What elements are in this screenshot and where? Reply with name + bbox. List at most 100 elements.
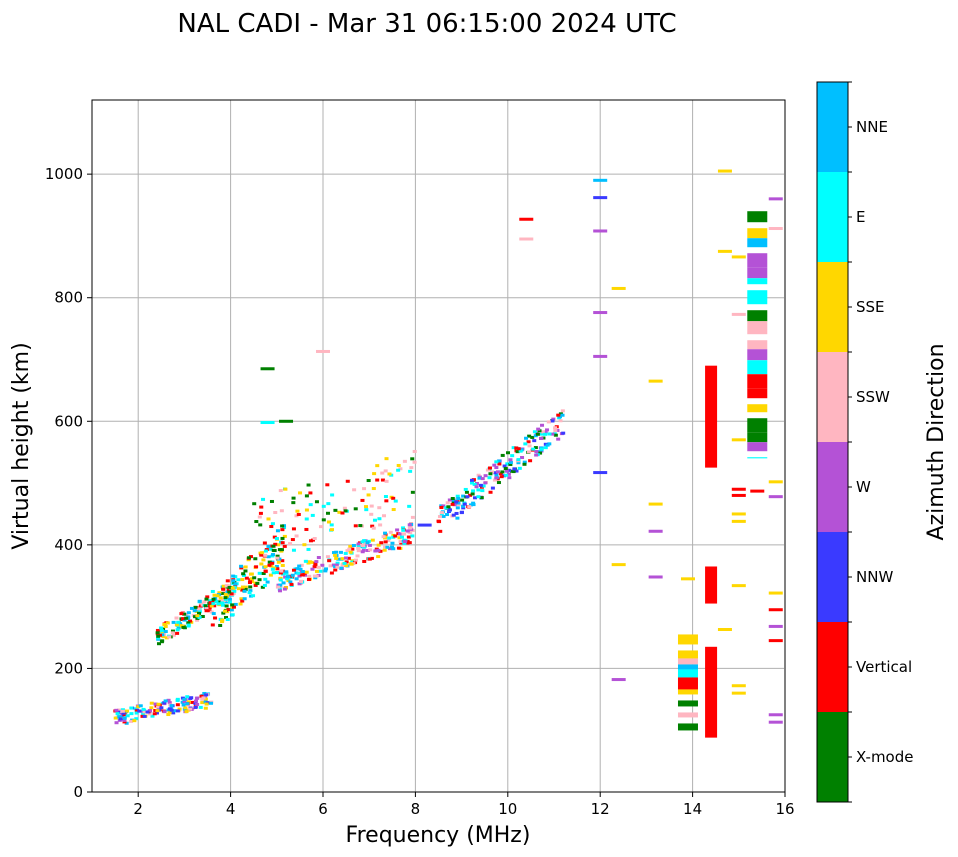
echo-point: [241, 572, 246, 576]
echo-point: [362, 487, 367, 491]
echo-point: [355, 554, 360, 558]
echo-point: [153, 708, 158, 712]
echo-point: [340, 563, 345, 567]
echo-point: [334, 563, 339, 567]
echo-point: [344, 564, 349, 568]
echo-point: [398, 540, 403, 544]
isolated-echo: [611, 286, 626, 290]
echo-point: [282, 544, 287, 548]
echo-point: [114, 708, 119, 712]
echo-point: [227, 597, 232, 601]
isolated-echo: [768, 495, 783, 499]
echo-point: [403, 540, 408, 544]
echo-point: [314, 560, 319, 564]
echo-point: [540, 430, 545, 434]
echo-point: [153, 702, 158, 706]
echo-point: [215, 594, 220, 598]
echo-point: [177, 707, 182, 711]
isolated-echo: [731, 684, 746, 688]
echo-point: [360, 550, 365, 554]
isolated-echo: [593, 196, 608, 200]
echo-point: [343, 551, 348, 555]
echo-point: [181, 617, 186, 621]
spread-segment: [747, 388, 768, 399]
echo-point: [506, 472, 511, 476]
spread-segment: [677, 664, 698, 670]
echo-point: [350, 547, 355, 551]
echo-point: [499, 475, 504, 479]
echo-point: [260, 551, 265, 555]
echo-point: [204, 607, 209, 611]
echo-point: [227, 585, 232, 589]
echo-point: [407, 504, 412, 508]
isolated-echo: [316, 349, 330, 353]
echo-point: [265, 580, 270, 584]
echo-point: [232, 589, 237, 593]
echo-point: [220, 618, 225, 622]
echo-point: [302, 571, 307, 575]
echo-point: [178, 624, 183, 628]
echo-point: [267, 560, 272, 564]
echo-point: [507, 468, 512, 472]
echo-point: [360, 498, 365, 502]
echo-point: [122, 716, 127, 720]
isolated-echo: [260, 367, 275, 371]
echo-point: [303, 559, 308, 563]
echo-point: [320, 563, 325, 567]
echo-point: [514, 469, 519, 473]
echo-point: [133, 707, 138, 711]
colorbar-label: NNE: [856, 118, 888, 136]
echo-point: [398, 467, 403, 471]
echo-point: [468, 493, 473, 497]
colorbar-swatch: [817, 622, 848, 712]
echo-point: [183, 706, 188, 710]
echo-point: [204, 702, 209, 706]
spread-column: [705, 365, 718, 468]
echo-point: [445, 501, 450, 505]
echo-point: [313, 576, 318, 580]
echo-point: [366, 479, 371, 483]
echo-point: [172, 709, 177, 713]
echo-point: [338, 550, 343, 554]
echo-point: [502, 474, 507, 478]
colorbar-swatch: [817, 352, 848, 442]
echo-point: [358, 524, 363, 528]
echo-point: [444, 506, 449, 510]
echo-point: [210, 589, 215, 593]
echo-point: [314, 500, 319, 504]
plot-background: [92, 100, 785, 792]
echo-point: [318, 525, 323, 529]
y-tick-label: 200: [54, 659, 83, 677]
echo-point: [455, 506, 460, 510]
spread-segment: [747, 211, 768, 223]
spread-segment: [747, 290, 768, 305]
echo-point: [439, 511, 444, 515]
echo-point: [535, 432, 540, 436]
echo-point: [344, 560, 349, 564]
echo-point: [543, 430, 548, 434]
echo-point: [312, 565, 317, 569]
echo-point: [530, 435, 535, 439]
echo-point: [272, 535, 277, 539]
isolated-echo: [648, 379, 663, 383]
echo-point: [327, 559, 332, 563]
echo-point: [232, 580, 237, 584]
echo-point: [267, 563, 272, 567]
echo-point: [356, 546, 361, 550]
echo-point: [339, 566, 344, 570]
echo-point: [515, 450, 520, 454]
echo-point: [198, 705, 203, 709]
echo-point: [384, 457, 389, 461]
echo-point: [522, 462, 527, 466]
echo-point: [184, 710, 189, 714]
isolated-echo: [731, 438, 746, 442]
echo-point: [209, 604, 214, 608]
spread-segment: [677, 658, 698, 665]
echo-point: [504, 473, 509, 477]
echo-point: [323, 569, 328, 573]
echo-point: [156, 634, 161, 638]
echo-point: [166, 713, 171, 717]
echo-point: [272, 549, 277, 553]
echo-point: [356, 545, 361, 549]
echo-point: [162, 622, 167, 626]
